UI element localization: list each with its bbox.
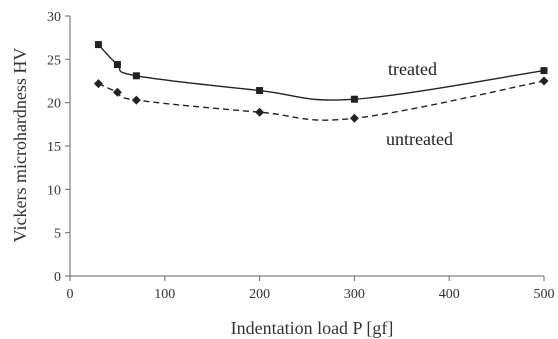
x-tick-label: 300 xyxy=(344,287,365,302)
data-point-treated xyxy=(113,61,121,69)
y-axis-title: Vickers microhardness HV xyxy=(10,48,30,243)
data-point-untreated xyxy=(93,79,103,89)
y-tick-label: 10 xyxy=(47,183,61,198)
data-point-untreated xyxy=(131,95,141,105)
y-tick-label: 15 xyxy=(47,140,61,155)
data-point-treated xyxy=(94,41,102,49)
data-markers xyxy=(93,41,549,123)
series-line-untreated xyxy=(98,80,545,121)
series-label-untreated: untreated xyxy=(386,129,453,149)
data-point-treated xyxy=(256,87,264,95)
x-tick-label: 0 xyxy=(67,287,74,302)
data-point-treated xyxy=(350,95,358,103)
y-tick-label: 25 xyxy=(47,53,61,68)
plot-lines xyxy=(97,44,545,121)
data-point-treated xyxy=(132,72,140,80)
y-tick-label: 0 xyxy=(54,270,61,285)
series-label-treated: treated xyxy=(388,59,437,79)
y-tick-label: 30 xyxy=(47,10,61,25)
data-point-treated xyxy=(540,67,548,75)
data-point-untreated xyxy=(255,107,265,117)
axes xyxy=(65,15,545,281)
x-tick-label: 500 xyxy=(534,287,555,302)
data-point-untreated xyxy=(349,113,359,123)
x-axis-title: Indentation load P [gf] xyxy=(231,318,394,338)
y-tick-label: 5 xyxy=(54,227,61,242)
data-point-untreated xyxy=(539,76,549,86)
series-line-treated xyxy=(97,44,545,101)
x-tick-label: 400 xyxy=(439,287,460,302)
data-point-untreated xyxy=(112,87,122,97)
y-tick-label: 20 xyxy=(47,97,61,112)
x-tick-label: 100 xyxy=(154,287,175,302)
x-tick-label: 200 xyxy=(249,287,270,302)
chart-labels: Indentation load P [gf] Vickers microhar… xyxy=(10,48,453,338)
